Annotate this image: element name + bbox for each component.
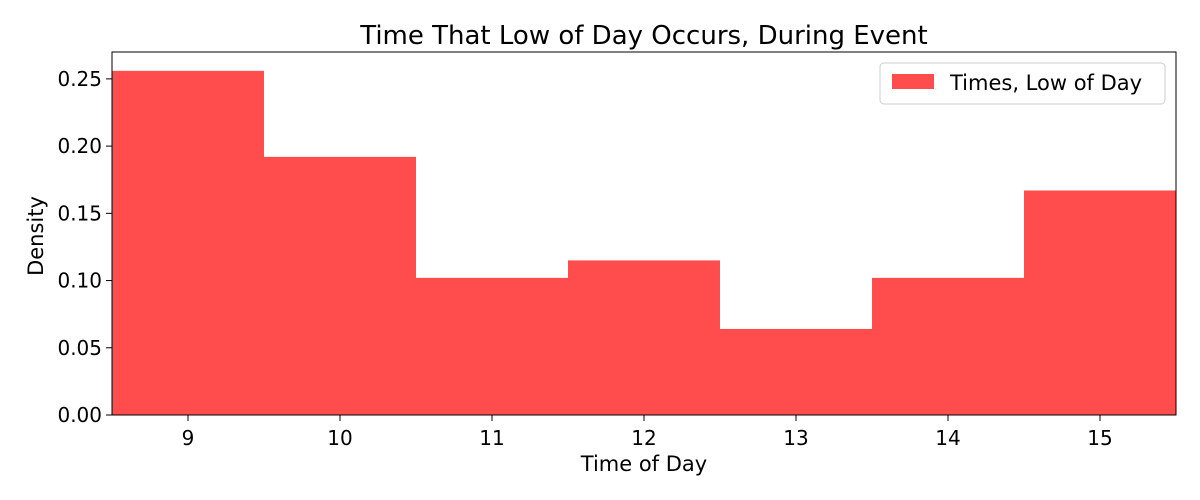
x-axis-label: Time of Day <box>580 452 707 476</box>
x-tick-label: 11 <box>479 426 504 450</box>
x-tick-label: 10 <box>327 426 352 450</box>
bars-group <box>112 70 1176 416</box>
histogram-bar-15 <box>1024 190 1176 415</box>
y-tick-label: 0.15 <box>57 201 102 225</box>
x-tick-label: 12 <box>631 426 656 450</box>
legend: Times, Low of Day <box>879 62 1166 105</box>
y-tick-label: 0.20 <box>57 134 102 158</box>
chart-title: Time That Low of Day Occurs, During Even… <box>359 21 927 51</box>
x-tick-label: 14 <box>935 426 960 450</box>
y-tick-label: 0.25 <box>57 67 102 91</box>
histogram-bar-11 <box>416 277 568 415</box>
histogram-bar-9 <box>112 70 264 416</box>
legend-box <box>879 62 1166 105</box>
histogram-bar-10 <box>264 156 416 415</box>
y-tick-label: 0.10 <box>57 269 102 293</box>
y-tick-label: 0.00 <box>57 403 102 427</box>
y-ticks-group: 0.00 0.05 0.10 0.15 0.20 0.25 <box>57 67 112 427</box>
x-ticks-group: 9 10 11 12 13 14 15 <box>182 415 1113 450</box>
y-tick-label: 0.05 <box>57 336 102 360</box>
legend-swatch <box>892 74 934 89</box>
x-tick-label: 13 <box>783 426 808 450</box>
x-tick-label: 9 <box>182 426 195 450</box>
legend-label: Times, Low of Day <box>949 71 1142 95</box>
histogram-bar-14 <box>872 277 1024 415</box>
histogram-bar-13 <box>720 328 872 415</box>
plot-frame <box>111 51 1177 416</box>
histogram-bar-12 <box>568 260 720 415</box>
x-tick-label: 15 <box>1087 426 1112 450</box>
y-axis-label: Density <box>24 196 48 276</box>
